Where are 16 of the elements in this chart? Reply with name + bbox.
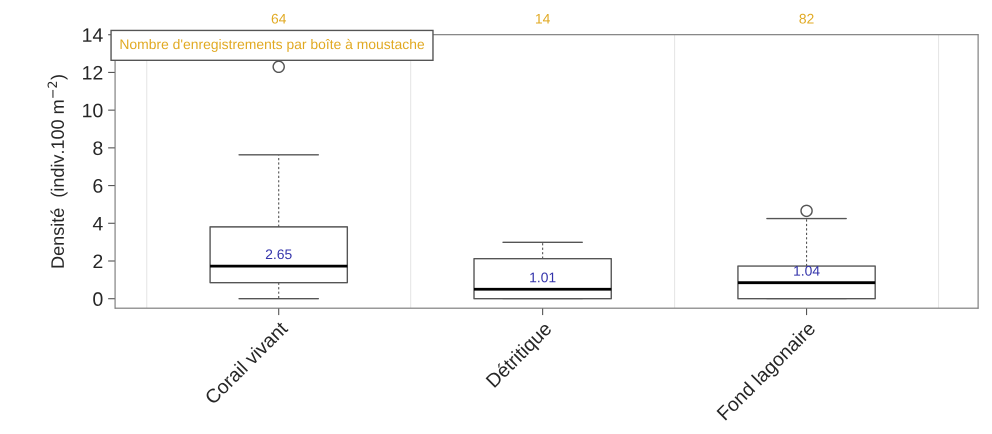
y-tick-label: 12 [83, 66, 102, 80]
text: 2.65 [266, 249, 292, 260]
text: 14 [536, 14, 550, 24]
y-axis-title: Densité (indiv.100 m$^{−2}$) [48, 75, 68, 268]
text: 1.04 [794, 266, 820, 276]
y-tick-label: 8 [93, 141, 102, 156]
text: 82 [799, 14, 814, 24]
y-tick-label: 4 [92, 216, 103, 230]
annotation: Nombre d'enregistrements par boîte à moustache [120, 38, 424, 52]
text: 1.01 [530, 272, 556, 282]
text: 64 [272, 14, 286, 24]
y-tick-label: 6 [93, 179, 102, 193]
y-tick-label: 0 [93, 292, 103, 306]
y-tick-label: 2 [93, 254, 102, 268]
y-tick-label: 10 [83, 104, 103, 118]
y-tick-label: 14 [83, 28, 103, 42]
